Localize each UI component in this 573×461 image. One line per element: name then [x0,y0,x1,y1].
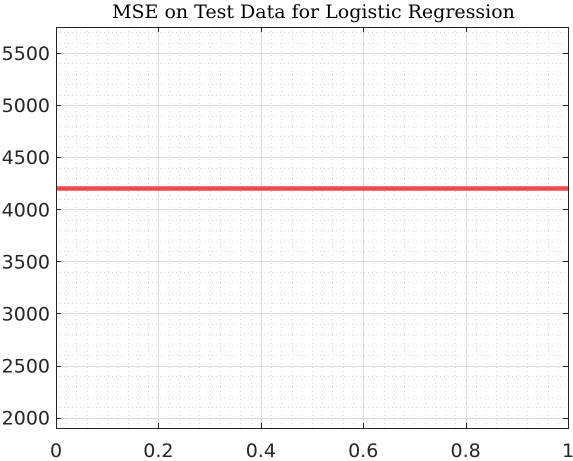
y-tick-label: 4500 [2,147,50,169]
y-tick-label: 2000 [2,408,50,430]
y-tick-label: 3500 [2,251,50,273]
x-tick-label: 0.6 [348,440,378,461]
minor-grid [56,27,569,429]
y-tick-label: 4000 [2,199,50,221]
y-tick-label: 5000 [2,95,50,117]
major-grid [56,27,569,428]
x-tick-label: 0.4 [246,440,276,461]
x-tick-label: 1 [562,440,573,461]
y-tick-label: 3000 [2,303,50,325]
ticks [56,27,569,428]
y-tick-label: 5500 [2,43,50,65]
axes-box [56,27,569,429]
x-tick-label: 0.2 [143,440,173,461]
chart-title: MSE on Test Data for Logistic Regression [112,1,515,23]
tick-labels: 0 0.2 0.4 0.6 0.8 1 2000 2500 3000 3500 4000 4500 50… [2,43,573,461]
y-tick-label: 2500 [2,356,50,378]
x-tick-label: 0 [50,440,62,461]
x-tick-label: 0.8 [450,440,480,461]
